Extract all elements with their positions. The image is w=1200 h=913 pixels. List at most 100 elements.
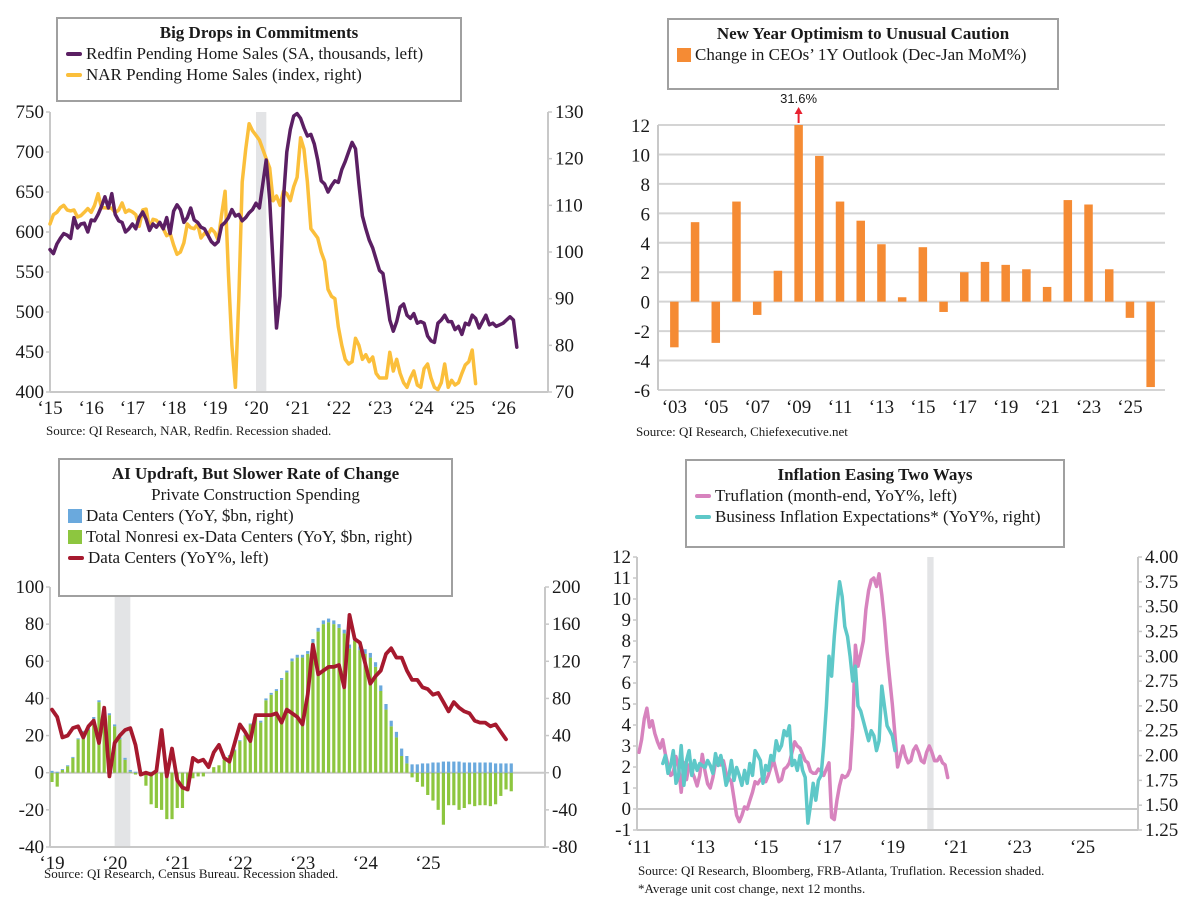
bar-2026 — [1146, 301, 1155, 388]
bar-datacenters — [97, 700, 101, 703]
bar-nonresi — [332, 624, 336, 773]
x-tick-label: ‘23 — [1076, 397, 1101, 418]
bar-nonresi — [462, 772, 466, 808]
legend-swatch — [695, 514, 711, 519]
bar-nonresi — [269, 694, 273, 773]
chart-inflation: -101234567891011121.251.501.752.002.252.… — [612, 547, 1178, 858]
y-tick-label-right: 1.25 — [1145, 820, 1178, 841]
y-tick-label-left: 20 — [25, 726, 44, 747]
y-tick-label-right: 0 — [552, 763, 562, 784]
y-tick-label-left: 7 — [622, 652, 632, 673]
bar-nonresi — [280, 679, 284, 773]
bar-nonresi — [118, 739, 122, 773]
y-tick-label: 4 — [641, 234, 651, 255]
bar-datacenters — [452, 761, 456, 773]
x-tick-label: ‘17 — [816, 837, 841, 858]
y-tick-label-left: 1 — [622, 778, 632, 799]
y-tick-label-right: 3.50 — [1145, 597, 1178, 618]
bar-datacenters — [457, 761, 461, 773]
bar-nonresi — [478, 772, 482, 806]
x-tick-label: ‘15 — [753, 837, 778, 858]
bar-nonresi — [212, 767, 216, 773]
bar-nonresi — [337, 627, 341, 773]
chart-title: AI Updraft, But Slower Rate of Change — [111, 464, 400, 483]
bar-datacenters — [473, 762, 477, 773]
y-tick-label-left: 6 — [622, 673, 632, 694]
bar-nonresi — [405, 763, 409, 773]
bar-datacenters — [462, 762, 466, 773]
panel-ai-updraft: -40 -20 0 20 40 60 80 100 -80 -40 0 40 80 120 160 200 ‘1… — [0, 450, 600, 913]
bar-datacenters — [483, 762, 487, 773]
bar-nonresi — [473, 772, 477, 807]
bar-datacenters — [368, 652, 372, 658]
bar-2017 — [960, 272, 969, 302]
bar-nonresi — [149, 772, 153, 805]
bar-datacenters — [248, 723, 252, 725]
bar-datacenters — [274, 689, 279, 691]
legend-inflation: Inflation Easing Two Ways Truflation (mo… — [685, 459, 1065, 548]
bar-nonresi — [180, 772, 185, 808]
chart-ai-updraft: -40 -20 0 20 40 60 80 100 -80 -40 0 40 80 120 160 200 ‘1… — [16, 577, 581, 874]
bar-2015 — [918, 247, 928, 302]
bar-nonresi — [259, 722, 263, 773]
bar-nonresi — [238, 741, 242, 773]
bar-nonresi — [488, 772, 492, 807]
footnote: *Average unit cost change, next 12 month… — [638, 881, 866, 896]
y-tick-label-left: 0 — [622, 799, 632, 820]
y-tick-label: 12 — [631, 116, 650, 137]
y-tick-label-left: 100 — [16, 577, 45, 598]
legend-label: NAR Pending Home Sales (index, right) — [86, 65, 362, 84]
bar-nonresi — [384, 709, 388, 773]
bar-nonresi — [441, 772, 445, 825]
y-tick-label-left: -1 — [615, 820, 631, 841]
legend-item-nar: NAR Pending Home Sales (index, right) — [66, 64, 452, 85]
bar-datacenters — [92, 717, 96, 719]
bar-datacenters — [264, 698, 268, 701]
legend-item-ceo: Change in CEOs’ 1Y Outlook (Dec-Jan MoM%… — [677, 44, 1049, 65]
x-tick-label: ‘24 — [353, 853, 379, 874]
bar-nonresi — [133, 772, 138, 775]
bar-nonresi — [144, 772, 148, 786]
bar-nonresi — [191, 772, 195, 779]
x-tick-label: ‘20 — [102, 853, 127, 874]
bar-datacenters — [347, 644, 352, 649]
bar-nonresi — [159, 772, 164, 810]
bar-datacenters — [60, 769, 65, 770]
y-tick-label: 6 — [641, 204, 651, 225]
bar-2016 — [939, 301, 948, 312]
bar-nonresi — [347, 648, 352, 773]
overflow-arrow-head — [794, 107, 803, 114]
panel-big-drops: 400 450 500 550 600 650 700 750 70 80 90 100 110 120 1… — [0, 0, 600, 450]
bar-nonresi — [128, 771, 132, 773]
series-line-redfin — [48, 111, 519, 349]
y-tick-label-left: -20 — [19, 800, 44, 821]
bar-datacenters — [76, 738, 80, 740]
bar-datacenters — [316, 627, 320, 632]
y-tick-label-left: 40 — [25, 688, 44, 709]
legend-label: Data Centers (YoY, $bn, right) — [86, 506, 294, 525]
y-tick-label-right: 3.75 — [1145, 572, 1178, 593]
y-tick-label-right: 80 — [555, 335, 574, 356]
y-tick-label-left: 3 — [622, 736, 632, 757]
bar-2019 — [1001, 264, 1010, 302]
bar-datacenters — [55, 771, 59, 773]
y-tick-label-right: 110 — [555, 195, 583, 216]
series-line-nar — [48, 121, 478, 392]
bar-2021 — [1042, 286, 1052, 302]
bar-nonresi — [368, 657, 372, 773]
bar-datacenters — [295, 654, 299, 658]
y-tick-label: -6 — [634, 381, 650, 402]
bar-2009 — [794, 125, 803, 302]
bar-nonresi — [290, 661, 294, 773]
legend-swatch — [68, 555, 84, 560]
bar-nonresi — [86, 730, 91, 773]
bar-datacenters — [420, 763, 425, 773]
legend-swatch — [695, 493, 711, 498]
y-tick-label-right: -80 — [552, 837, 577, 858]
x-tick-label: ‘23 — [290, 853, 315, 874]
legend-label: Total Nonresi ex-Data Centers (YoY, $bn,… — [86, 527, 413, 546]
y-tick-label-left: 9 — [622, 610, 632, 631]
y-tick-label-left: -40 — [19, 837, 44, 858]
bar-nonresi — [426, 772, 430, 795]
bar-datacenters — [123, 757, 127, 760]
